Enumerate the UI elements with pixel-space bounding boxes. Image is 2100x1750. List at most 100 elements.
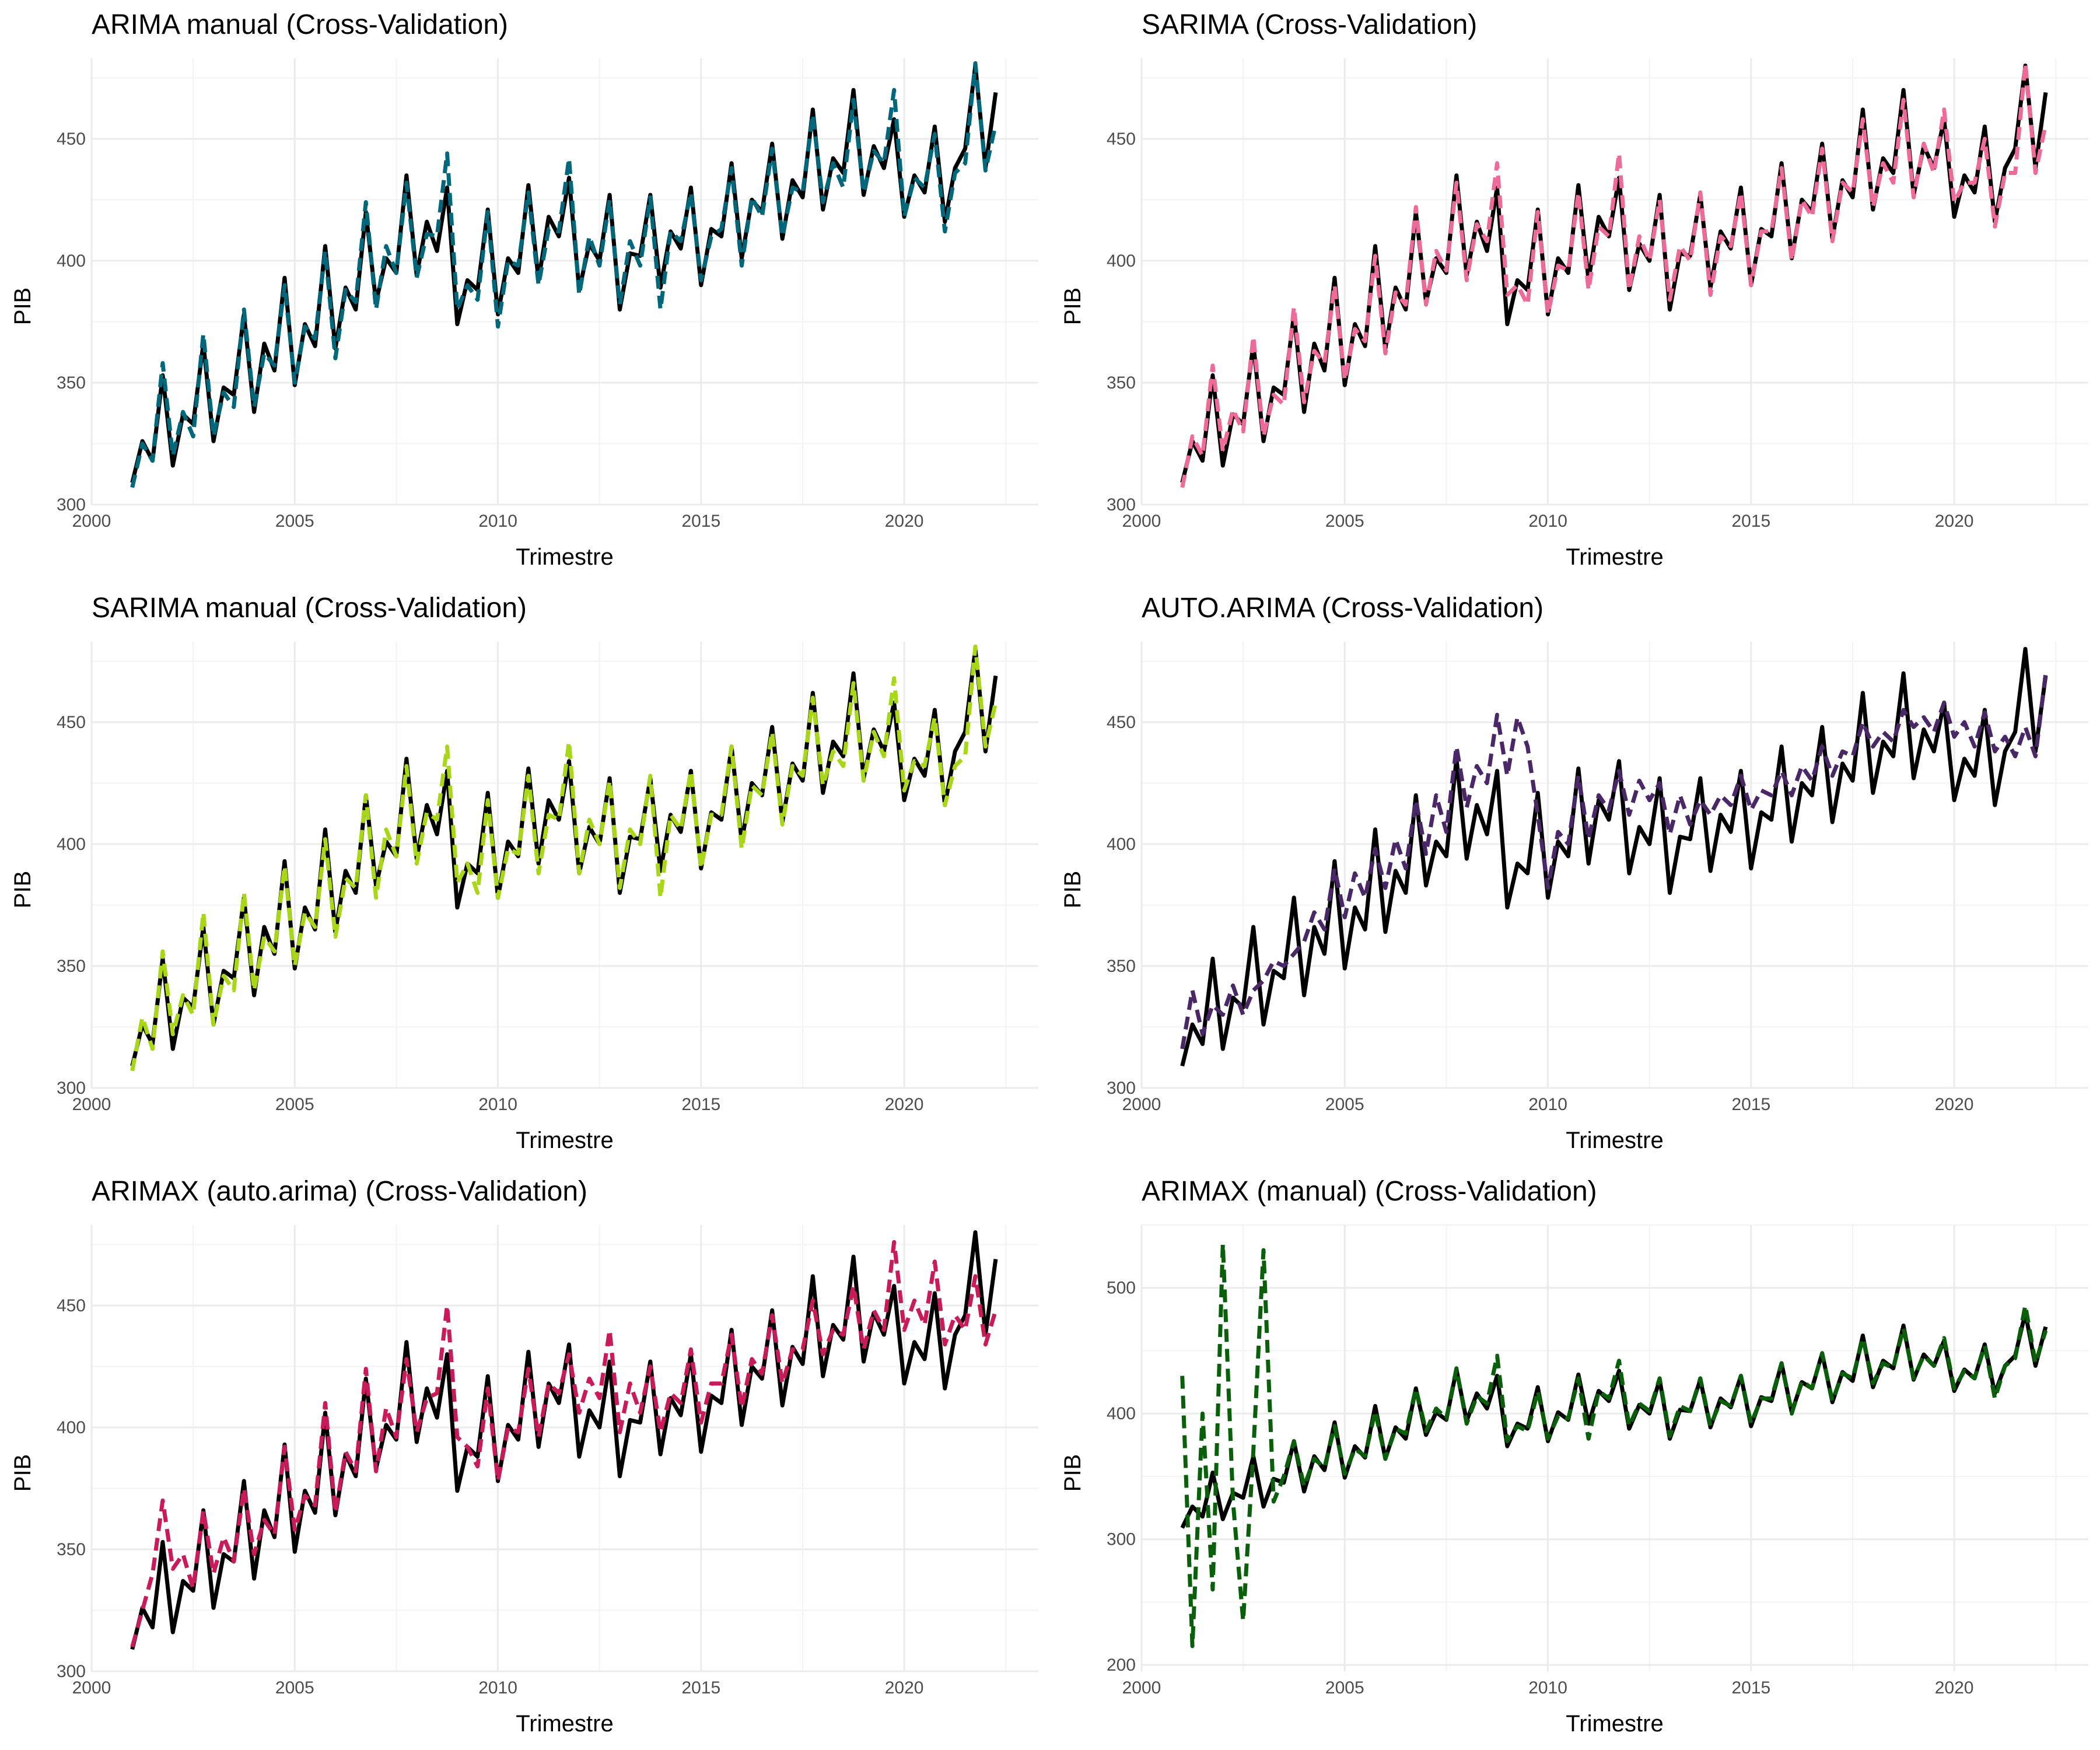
x-axis-label: Trimestre — [1566, 1711, 1663, 1737]
tick-labels: 2000 2005 2010 2015 2020 300 350 400 450 — [57, 1296, 924, 1698]
x-axis-label: Trimestre — [1566, 544, 1663, 570]
panel-6: ARIMAX (manual) (Cross-Validation) Trime… — [1060, 1176, 2088, 1737]
series-layer — [130, 644, 998, 1072]
series-layer — [1180, 61, 2048, 488]
y-tick-label: 300 — [57, 1079, 86, 1098]
x-tick-label: 2005 — [1325, 1095, 1364, 1114]
x-tick-label: 2005 — [275, 1678, 314, 1698]
y-tick-label: 350 — [57, 957, 86, 976]
y-tick-label: 400 — [57, 835, 86, 854]
y-tick-label: 450 — [1107, 713, 1136, 732]
x-tick-label: 2000 — [72, 1678, 111, 1698]
panel-title: SARIMA manual (Cross-Validation) — [92, 593, 527, 624]
panel-5: ARIMAX (auto.arima) (Cross-Validation) T… — [10, 1176, 1038, 1737]
forecast-series-line — [1180, 1241, 2048, 1648]
y-tick-label: 350 — [1107, 957, 1136, 976]
x-axis-label: Trimestre — [516, 544, 613, 570]
panel-4: AUTO.ARIMA (Cross-Validation) Trimestre … — [1060, 593, 2088, 1153]
tick-labels: 2000 2005 2010 2015 2020 300 350 400 450 — [1107, 713, 1974, 1114]
forecast-series-line — [130, 644, 998, 1072]
y-tick-label: 450 — [57, 130, 86, 149]
x-tick-label: 2010 — [1528, 1095, 1567, 1114]
y-tick-label: 400 — [57, 251, 86, 271]
x-tick-label: 2020 — [885, 512, 924, 531]
tick-labels: 2000 2005 2010 2015 2020 200 300 400 500 — [1107, 1279, 1974, 1698]
y-axis-label: PIB — [10, 871, 36, 908]
x-tick-label: 2015 — [681, 1678, 720, 1698]
y-tick-label: 200 — [1107, 1656, 1136, 1675]
y-tick-label: 400 — [1107, 835, 1136, 854]
gridlines — [1140, 642, 2088, 1089]
panel-1: ARIMA manual (Cross-Validation) Trimestr… — [10, 9, 1038, 570]
panel-title: ARIMAX (auto.arima) (Cross-Validation) — [92, 1176, 587, 1207]
actual-series-line — [1180, 64, 2048, 484]
panel-3: SARIMA manual (Cross-Validation) Trimest… — [10, 593, 1038, 1153]
x-tick-label: 2015 — [1731, 1095, 1770, 1114]
x-tick-label: 2020 — [1935, 1678, 1974, 1698]
actual-series-line — [130, 647, 998, 1067]
x-tick-label: 2005 — [275, 512, 314, 531]
y-tick-label: 300 — [1107, 1079, 1136, 1098]
y-axis-label: PIB — [10, 288, 36, 325]
x-tick-label: 2005 — [1325, 1678, 1364, 1698]
y-tick-label: 400 — [57, 1418, 86, 1437]
x-axis-label: Trimestre — [1566, 1128, 1663, 1153]
gridlines — [1140, 1224, 2088, 1671]
y-tick-label: 300 — [1107, 495, 1136, 514]
x-tick-label: 2005 — [1325, 512, 1364, 531]
tick-labels: 2000 2005 2010 2015 2020 300 350 400 450 — [1107, 130, 1974, 531]
y-axis-label: PIB — [1060, 1454, 1086, 1492]
panel-title: ARIMAX (manual) (Cross-Validation) — [1142, 1176, 1597, 1207]
x-tick-label: 2020 — [885, 1095, 924, 1114]
forecast-series-line — [130, 1240, 998, 1648]
x-tick-label: 2000 — [72, 512, 111, 531]
series-layer — [130, 1230, 998, 1650]
forecast-series-line — [1180, 61, 2048, 488]
x-tick-label: 2000 — [1122, 1678, 1161, 1698]
x-tick-label: 2015 — [1731, 512, 1770, 531]
x-tick-label: 2005 — [275, 1095, 314, 1114]
panel-title: AUTO.ARIMA (Cross-Validation) — [1142, 593, 1544, 624]
y-tick-label: 350 — [57, 1540, 86, 1559]
x-tick-label: 2000 — [1122, 1095, 1161, 1114]
y-tick-label: 400 — [1107, 251, 1136, 271]
x-axis-label: Trimestre — [516, 1711, 613, 1737]
actual-series-line — [130, 64, 998, 484]
x-tick-label: 2020 — [885, 1678, 924, 1698]
y-tick-label: 450 — [57, 713, 86, 732]
gridlines — [90, 642, 1038, 1089]
actual-series-line — [1180, 1311, 2048, 1529]
y-tick-label: 300 — [1107, 1530, 1136, 1549]
x-tick-label: 2020 — [1935, 1095, 1974, 1114]
y-tick-label: 300 — [57, 495, 86, 514]
y-tick-label: 350 — [57, 373, 86, 393]
panel-2: SARIMA (Cross-Validation) Trimestre PIB … — [1060, 9, 2088, 570]
x-tick-label: 2010 — [478, 1678, 517, 1698]
panel-title: SARIMA (Cross-Validation) — [1142, 9, 1477, 40]
y-axis-label: PIB — [1060, 288, 1086, 325]
x-tick-label: 2015 — [681, 512, 720, 531]
x-tick-label: 2015 — [681, 1095, 720, 1114]
series-layer — [1180, 1241, 2048, 1648]
series-layer — [130, 61, 998, 488]
y-tick-label: 400 — [1107, 1404, 1136, 1423]
series-layer — [1180, 647, 2048, 1067]
y-tick-label: 300 — [57, 1662, 86, 1681]
y-tick-label: 450 — [1107, 130, 1136, 149]
actual-series-line — [130, 1230, 998, 1650]
x-tick-label: 2015 — [1731, 1678, 1770, 1698]
x-tick-label: 2000 — [72, 1095, 111, 1114]
panel-title: ARIMA manual (Cross-Validation) — [92, 9, 508, 40]
y-tick-label: 450 — [57, 1296, 86, 1315]
forecast-series-line — [1180, 673, 2048, 1049]
x-tick-label: 2010 — [478, 512, 517, 531]
x-tick-label: 2020 — [1935, 512, 1974, 531]
forecast-series-line — [130, 61, 998, 488]
x-tick-label: 2010 — [1528, 1678, 1567, 1698]
x-tick-label: 2010 — [1528, 512, 1567, 531]
actual-series-line — [1180, 647, 2048, 1067]
y-axis-label: PIB — [10, 1454, 36, 1492]
tick-labels: 2000 2005 2010 2015 2020 300 350 400 450 — [57, 130, 924, 531]
x-axis-label: Trimestre — [516, 1128, 613, 1153]
